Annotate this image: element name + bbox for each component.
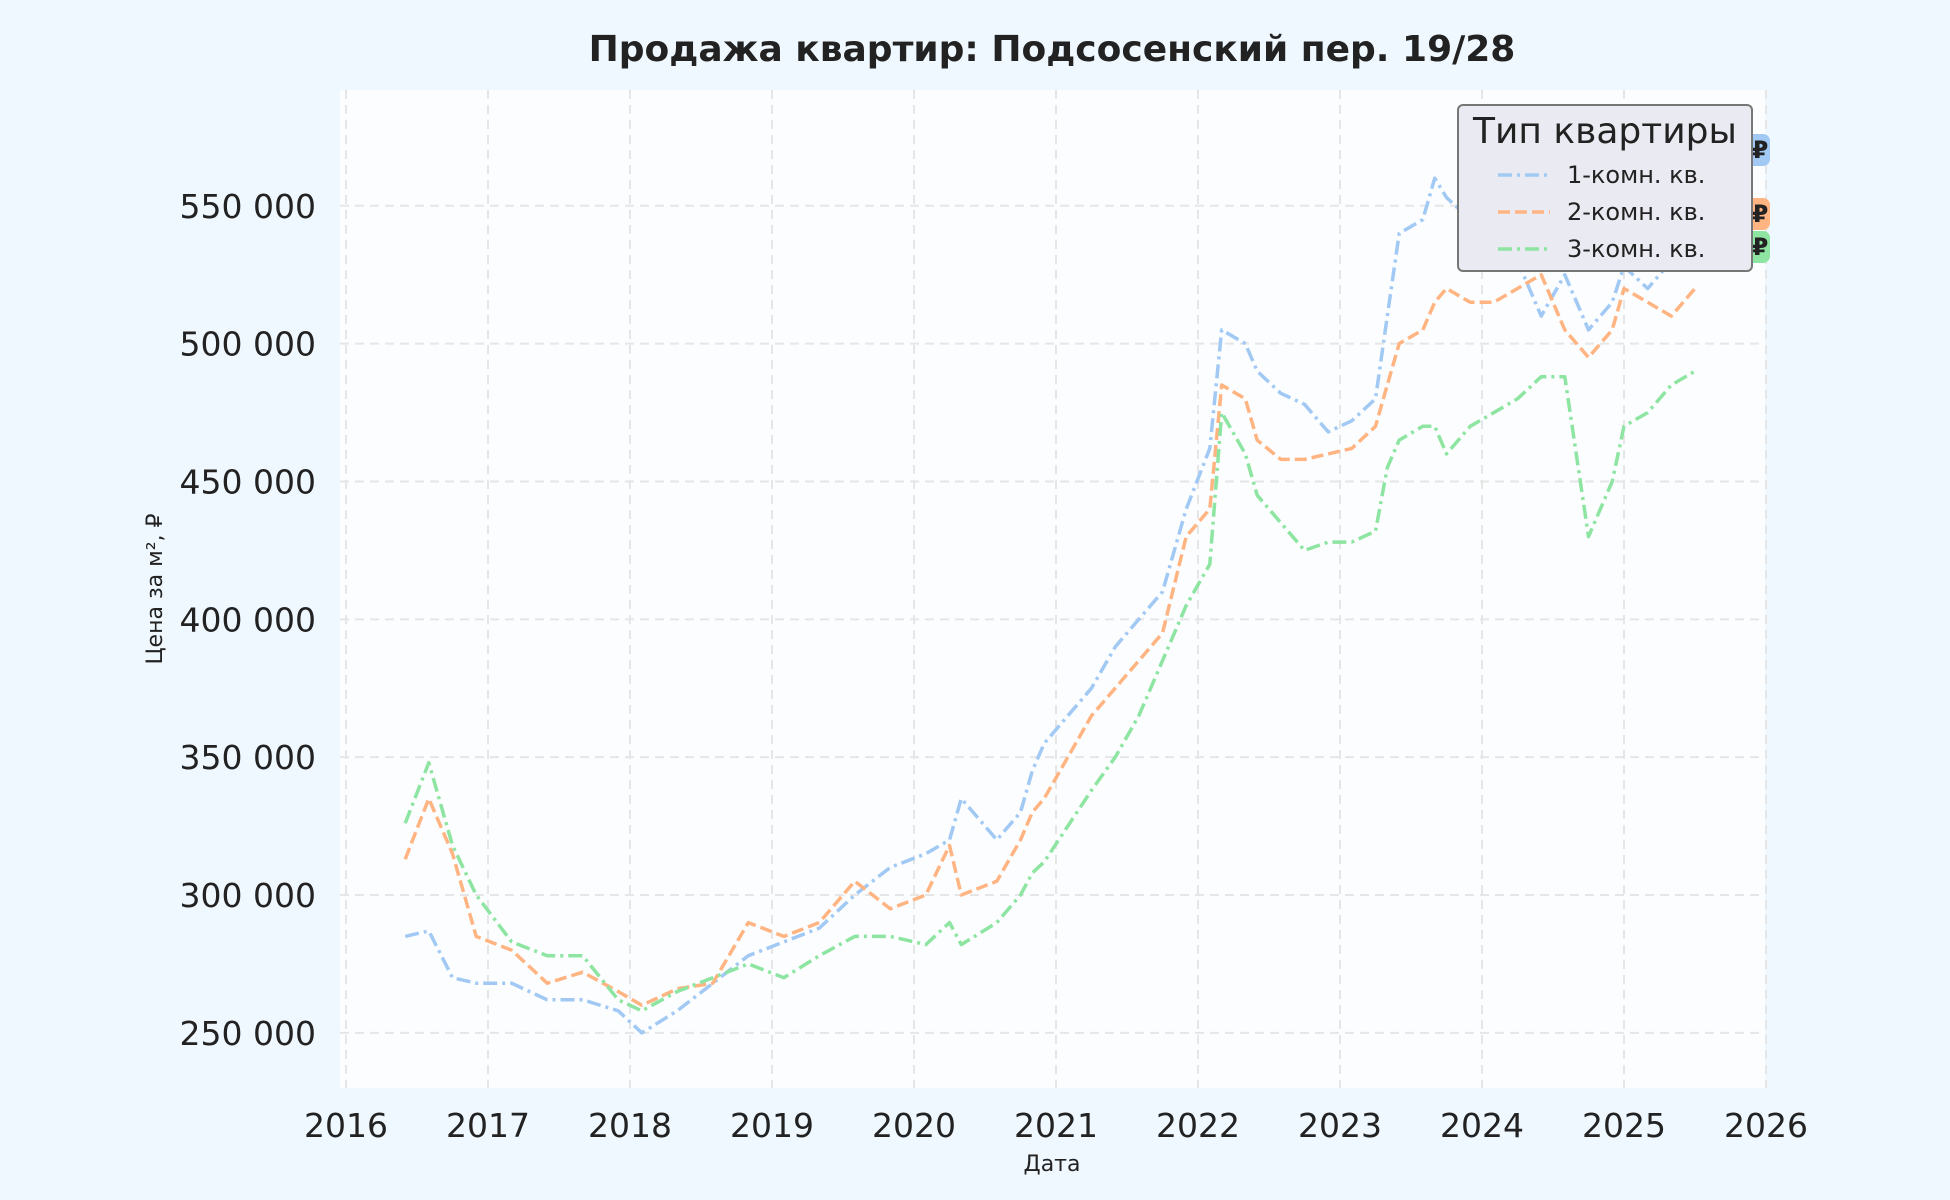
- legend-label: 1-комн. кв.: [1567, 161, 1705, 189]
- legend-item: 3-комн. кв.: [1498, 235, 1705, 263]
- x-tick-label: 2016: [304, 1106, 388, 1145]
- x-tick-label: 2017: [446, 1106, 530, 1145]
- y-tick-label: 400 000: [180, 600, 316, 639]
- y-tick-label: 500 000: [180, 325, 316, 364]
- badge-glyph: ₽: [1752, 233, 1769, 261]
- x-tick-label: 2020: [872, 1106, 956, 1145]
- x-tick-label: 2023: [1298, 1106, 1382, 1145]
- series-line-2: [403, 272, 1697, 1008]
- legend-items: 1-комн. кв. 2-комн. кв. 3-комн. кв.: [1498, 161, 1705, 263]
- x-axis-label: Дата: [1024, 1152, 1081, 1177]
- y-axis-ticks: 250 000 300 000 350 000 400 000 450 000 500 0…: [180, 187, 316, 1053]
- x-tick-label: 2026: [1724, 1106, 1808, 1145]
- series-line-1: [404, 176, 1697, 1035]
- series-line-3: [403, 369, 1696, 1013]
- y-tick-label: 350 000: [180, 738, 316, 777]
- x-tick-label: 2024: [1440, 1106, 1524, 1145]
- chart-title: Продажа квартир: Подсосенский пер. 19/28: [589, 29, 1516, 70]
- legend: Тип квартиры 1-комн. кв. 2-комн. кв. 3-ком…: [1457, 104, 1753, 272]
- y-tick-label: 300 000: [180, 876, 316, 915]
- series-lines: [403, 176, 1697, 1035]
- y-tick-label: 550 000: [180, 187, 316, 226]
- legend-box: [1457, 104, 1753, 272]
- y-tick-label: 250 000: [180, 1014, 316, 1053]
- legend-title: Тип квартиры: [1472, 111, 1737, 152]
- badge-glyph: ₽: [1752, 136, 1769, 164]
- legend-item: 1-комн. кв.: [1498, 161, 1705, 189]
- x-axis-ticks: 2016 2017 2018 2019 2020 2021 2022 2023 2024 2025…: [304, 1106, 1808, 1145]
- x-tick-label: 2019: [730, 1106, 814, 1145]
- y-tick-label: 450 000: [180, 462, 316, 501]
- x-tick-label: 2018: [588, 1106, 672, 1145]
- legend-label: 2-комн. кв.: [1567, 198, 1705, 226]
- legend-label: 3-комн. кв.: [1567, 235, 1705, 263]
- badge-glyph: ₽: [1752, 200, 1769, 228]
- x-tick-label: 2025: [1582, 1106, 1666, 1145]
- legend-item: 2-комн. кв.: [1498, 198, 1705, 226]
- x-tick-label: 2022: [1156, 1106, 1240, 1145]
- x-tick-label: 2021: [1014, 1106, 1098, 1145]
- y-axis-label: Цена за м², ₽: [143, 513, 168, 664]
